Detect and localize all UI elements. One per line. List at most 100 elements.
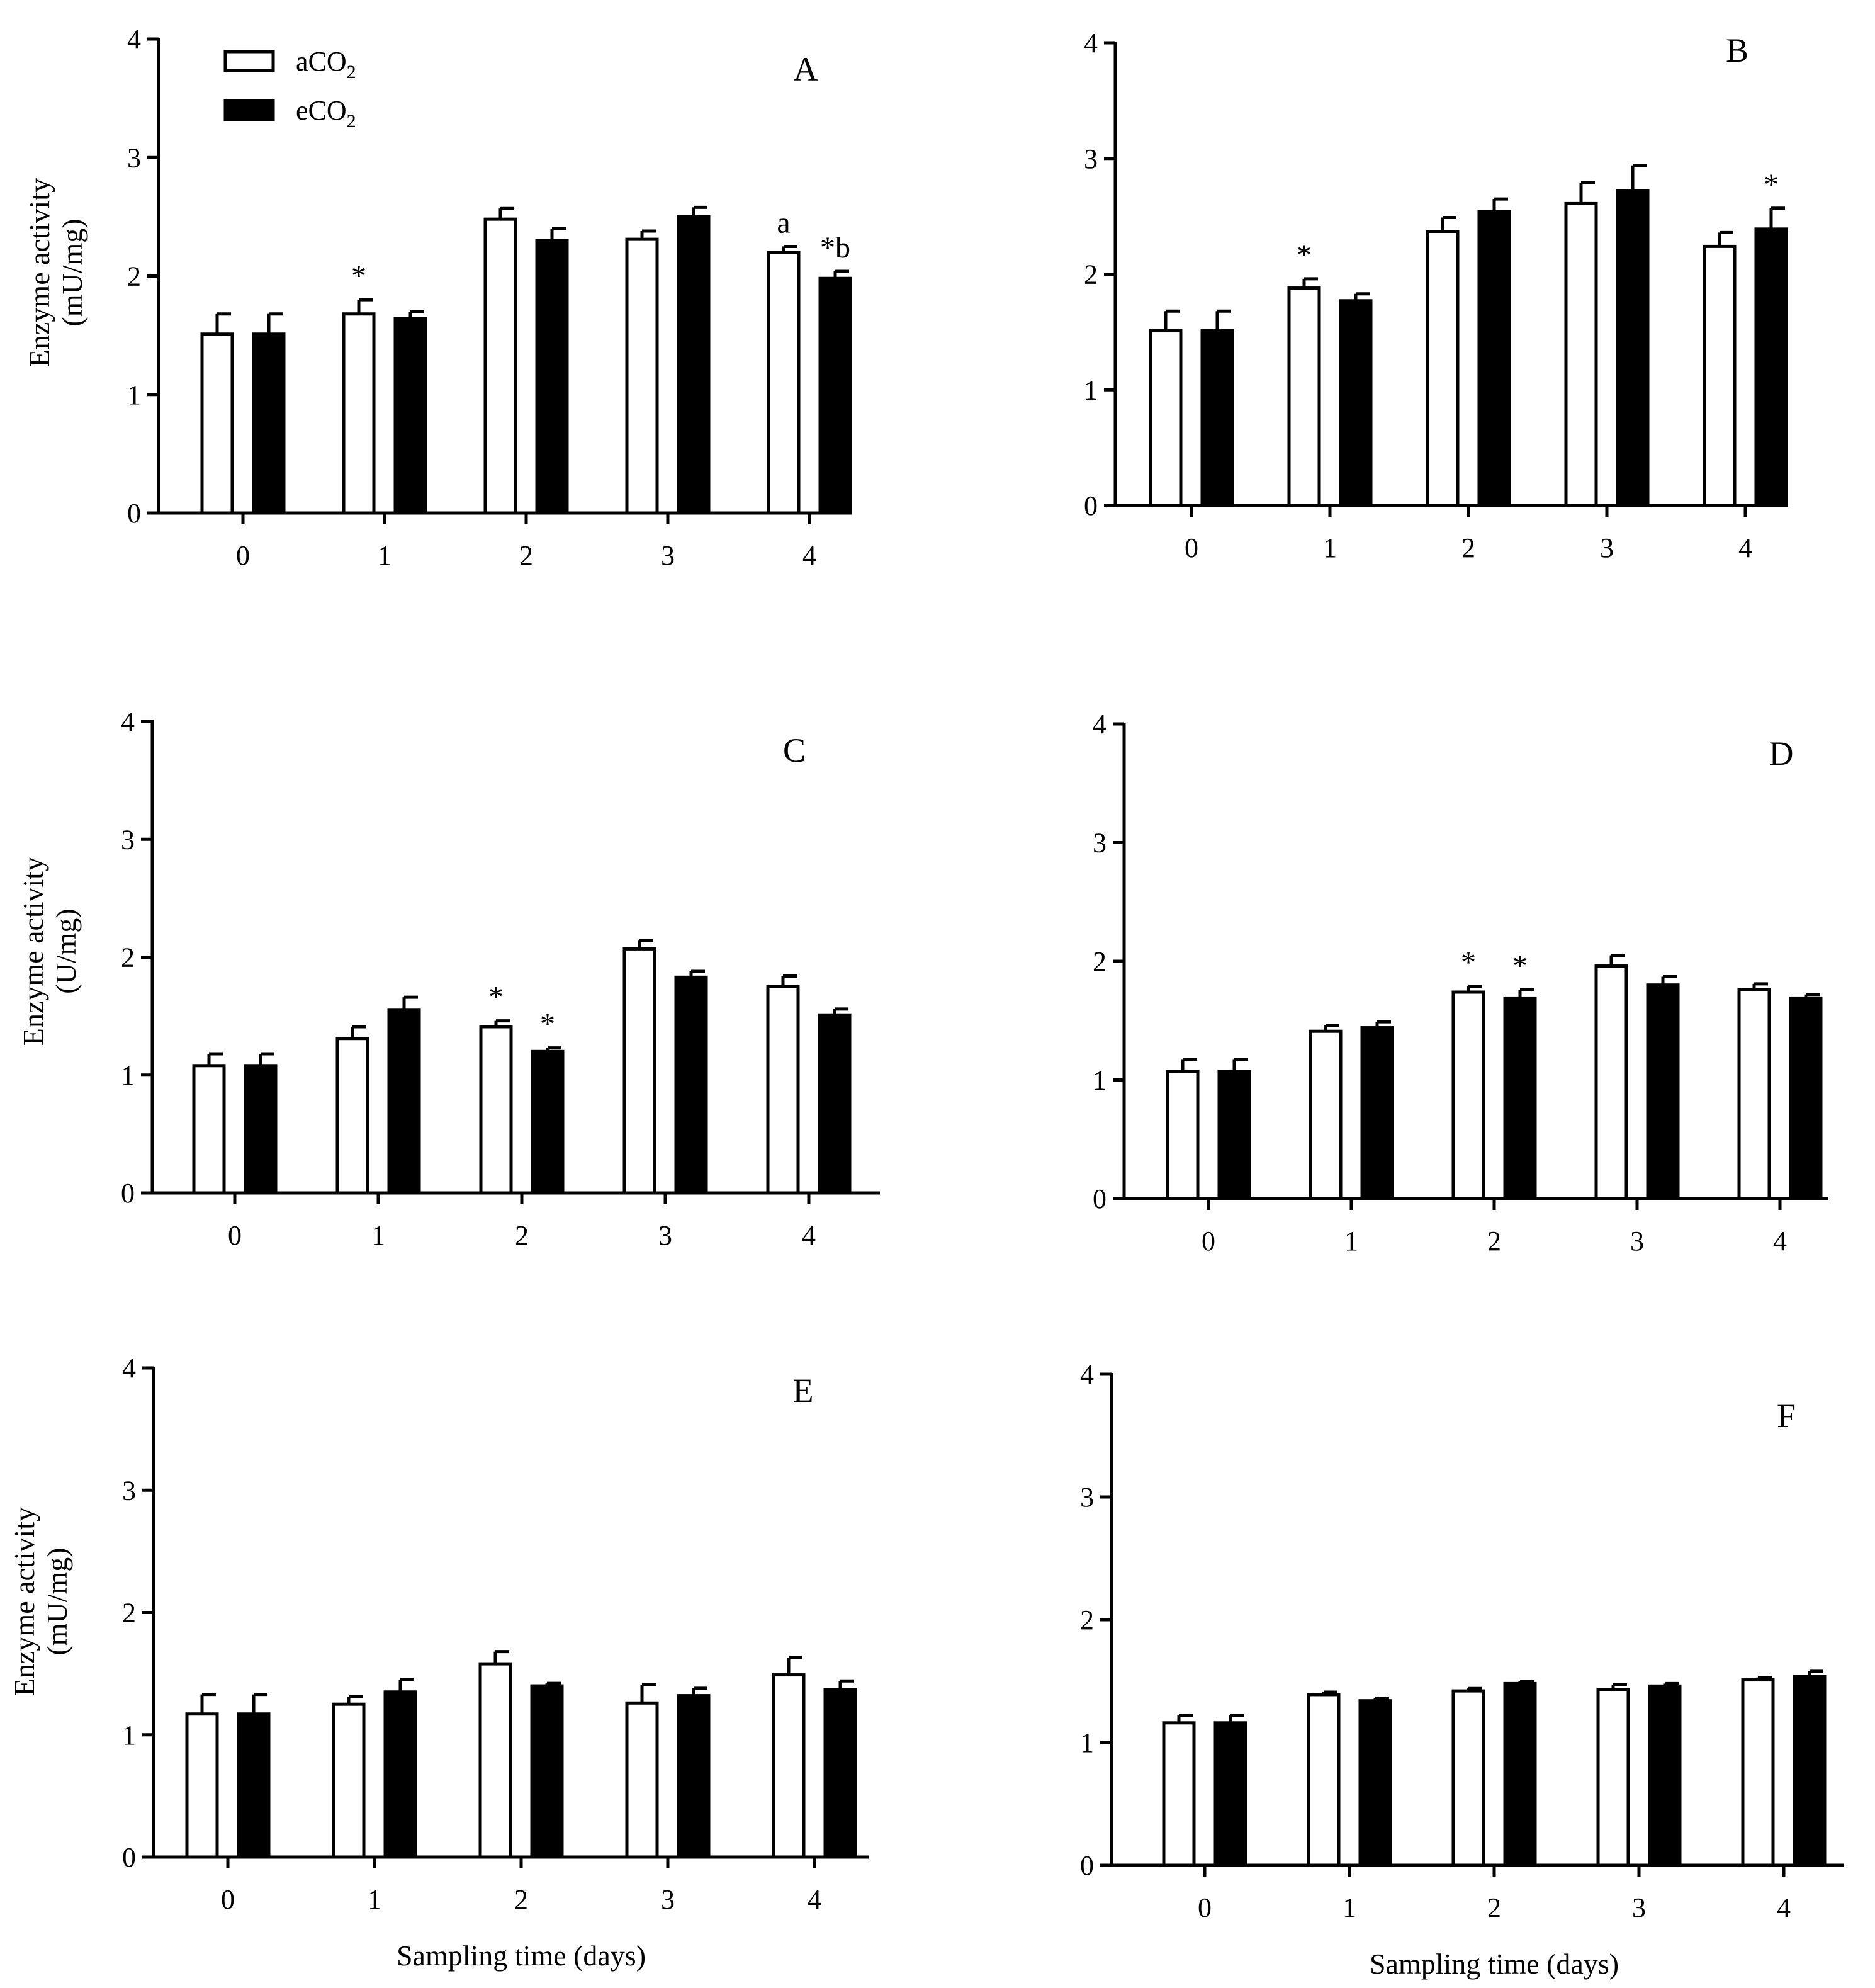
panel-letter: F [1777, 1397, 1796, 1435]
annotation-label: * [488, 981, 504, 1014]
bar-eco2 [1754, 227, 1788, 507]
x-tick-label: 4 [808, 1884, 821, 1915]
y-tick-label: 4 [1093, 709, 1106, 740]
y-tick-label: 0 [122, 1842, 136, 1873]
x-tick-label: 1 [378, 540, 391, 571]
bar-eco2 [1793, 1675, 1827, 1867]
y-axis-title: Enzyme activity(mU/mg) [8, 1507, 73, 1696]
bar-aco2 [1451, 1689, 1485, 1867]
bar-eco2 [237, 1712, 271, 1859]
y-axis-title-line: Enzyme activity [23, 178, 55, 367]
y-tick-label: 1 [121, 1060, 135, 1091]
y-tick-label: 3 [127, 142, 141, 173]
bar-eco2 [383, 1690, 417, 1859]
bar-aco2 [1564, 201, 1598, 507]
bar-eco2 [244, 1064, 278, 1195]
x-axis-title: Sampling time (days) [1370, 1948, 1619, 1980]
x-tick-label: 3 [1600, 533, 1614, 563]
legend-label-subscript: 2 [347, 62, 356, 82]
bar-aco2 [1287, 286, 1321, 507]
y-tick-label: 3 [122, 1475, 136, 1506]
bar-aco2 [1426, 230, 1460, 507]
x-tick-label: 4 [802, 540, 816, 571]
bar-aco2 [342, 312, 376, 515]
x-tick-label: 4 [1773, 1226, 1787, 1257]
bar-eco2 [1358, 1699, 1392, 1867]
y-tick-label: 0 [1093, 1183, 1106, 1214]
bar-aco2 [767, 251, 801, 515]
y-tick-label: 2 [121, 942, 135, 973]
y-tick-label: 3 [1084, 144, 1098, 174]
bar-eco2 [674, 975, 708, 1195]
y-tick-label: 2 [127, 261, 141, 292]
x-tick-label: 0 [1198, 1892, 1212, 1923]
y-tick-label: 2 [1084, 259, 1098, 290]
bar-aco2 [766, 985, 800, 1195]
y-tick-label: 3 [1080, 1482, 1094, 1513]
annotation-label: * [1764, 168, 1779, 201]
chart-panel-E: 0 1 2 3 4 0 1 2 3 4 E Enzyme activity(mU/mg) Samplin… [8, 1353, 869, 1972]
x-tick-label: 2 [514, 1884, 528, 1915]
x-tick-label: 0 [236, 540, 250, 571]
y-tick-label: 2 [1080, 1605, 1094, 1635]
bar-eco2 [1360, 1026, 1394, 1200]
legend-label-subscript: 2 [347, 111, 356, 132]
bar-aco2 [1162, 1721, 1196, 1867]
annotation-label: a [777, 206, 790, 239]
x-tick-label: 0 [221, 1884, 235, 1915]
panel-letter: E [793, 1372, 814, 1409]
bar-aco2 [1149, 329, 1183, 507]
y-axis-title: Enzyme activity(U/mg) [17, 857, 82, 1046]
bar-eco2 [1503, 1681, 1537, 1867]
y-axis-title-line: (mU/mg) [41, 1547, 73, 1655]
y-axis-title: Enzyme activity(mU/mg) [23, 178, 88, 367]
bar-aco2 [332, 1702, 366, 1859]
bar-aco2 [1596, 1688, 1630, 1867]
bar-eco2 [823, 1688, 857, 1859]
bar-aco2 [625, 1701, 659, 1859]
y-tick-label: 1 [122, 1720, 136, 1751]
y-tick-label: 0 [121, 1178, 135, 1209]
bar-aco2 [479, 1025, 513, 1195]
x-tick-label: 3 [661, 540, 675, 571]
x-tick-label: 1 [1343, 1892, 1356, 1923]
bar-eco2 [1217, 1070, 1251, 1200]
bar-eco2 [1789, 996, 1823, 1200]
y-tick-label: 1 [1093, 1065, 1106, 1096]
x-tick-label: 1 [1344, 1226, 1358, 1257]
y-tick-label: 0 [1080, 1850, 1094, 1881]
y-tick-label: 4 [127, 24, 141, 55]
bar-eco2 [1200, 329, 1234, 507]
legend-label: aCO2 [296, 46, 356, 82]
bar-aco2 [1737, 988, 1771, 1200]
annotation-label: * [540, 1008, 555, 1041]
legend-swatch-aco2 [223, 50, 275, 72]
y-tick-label: 4 [1084, 28, 1098, 59]
bar-eco2 [1503, 996, 1537, 1200]
x-tick-label: 3 [1630, 1226, 1644, 1257]
x-tick-label: 3 [658, 1220, 672, 1251]
y-tick-label: 3 [121, 824, 135, 855]
annotation-label: *b [820, 231, 850, 264]
bar-aco2 [200, 332, 234, 515]
y-axis-title-line: (mU/mg) [56, 218, 88, 326]
annotation-label: * [1461, 946, 1476, 980]
x-tick-label: 2 [1461, 533, 1475, 563]
chart-panel-A: 0 1 2 3 4 0 1 2 3 4 * a *b A Enzyme activity(mU/mg) aCO… [23, 24, 852, 571]
bar-aco2 [1703, 244, 1737, 507]
bar-aco2 [335, 1037, 369, 1195]
y-tick-label: 4 [122, 1353, 136, 1384]
x-tick-label: 4 [802, 1220, 816, 1251]
panel-letter: B [1726, 31, 1748, 69]
y-tick-label: 3 [1093, 828, 1106, 859]
y-tick-label: 2 [122, 1598, 136, 1629]
bar-eco2 [535, 239, 569, 515]
bar-eco2 [1213, 1721, 1247, 1867]
bar-eco2 [677, 1694, 711, 1859]
legend-swatch-eco2 [223, 99, 275, 121]
x-tick-label: 2 [1487, 1226, 1501, 1257]
bar-eco2 [677, 215, 711, 515]
bar-aco2 [622, 947, 656, 1195]
bar-aco2 [483, 217, 517, 515]
annotation-label: * [1297, 239, 1312, 272]
